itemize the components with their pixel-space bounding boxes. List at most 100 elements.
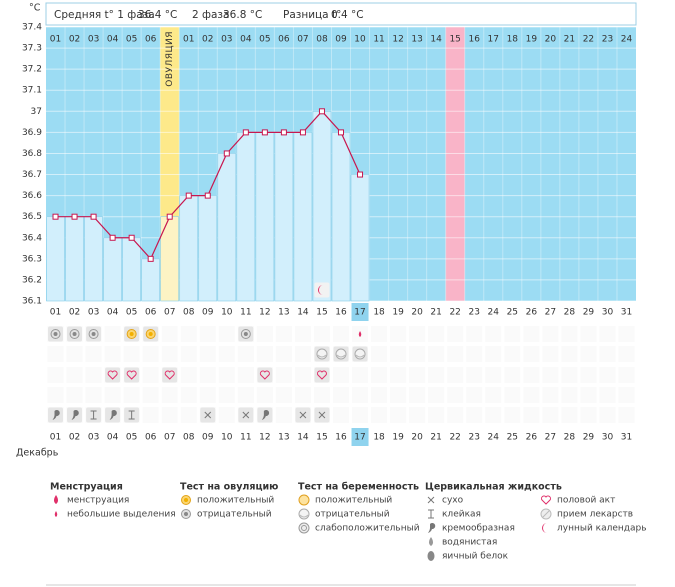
symbol-cell (466, 367, 483, 383)
temperature-point (318, 108, 325, 115)
temperature-bar (331, 132, 351, 302)
date-label: 28 (564, 433, 576, 443)
date-label: 25 (507, 433, 518, 443)
symbol-bg (257, 367, 273, 383)
icon (429, 537, 433, 546)
x-tick-label: 29 (583, 308, 595, 318)
temperature-point (299, 129, 306, 136)
symbol-lunar (314, 282, 330, 298)
icon (298, 522, 310, 534)
symbol-cell (447, 367, 464, 383)
symbol-cervical-dry (200, 407, 216, 423)
symbol-cell (275, 407, 292, 423)
legend-title: Тест на овуляцию (180, 482, 278, 493)
legend-title: Тест на беременность (298, 482, 419, 493)
symbol-cell (199, 346, 216, 362)
symbol-cell (561, 367, 578, 383)
icon (184, 512, 188, 516)
cycle-day-label: 19 (526, 35, 538, 45)
symbol-cell (180, 326, 197, 342)
icon (91, 332, 96, 336)
symbol-cell (618, 407, 635, 423)
symbol-cervical-creamy (67, 407, 83, 423)
cycle-day-label: 13 (411, 35, 422, 45)
symbol-cell (332, 326, 350, 342)
symbol-cell (142, 387, 159, 403)
cycle-day-label: 21 (564, 35, 575, 45)
symbol-cervical-dry (238, 407, 254, 423)
date-label: 14 (297, 433, 309, 443)
icon (317, 285, 323, 295)
symbol-cell (218, 346, 235, 362)
x-tick-label: 30 (602, 308, 614, 318)
symbol-cell (485, 346, 502, 362)
symbol-cell (466, 407, 483, 423)
symbol-cell (161, 346, 178, 362)
cycle-day-label: 22 (583, 35, 594, 45)
symbol-cell (85, 346, 102, 362)
symbol-cell (85, 367, 102, 383)
symbol-ovulation-positive (143, 326, 159, 342)
x-tick-label: 25 (507, 308, 518, 318)
legend-title: Цервикальная жидкость (425, 482, 562, 493)
symbol-bg (105, 367, 121, 383)
cycle-day-label: 24 (621, 35, 633, 45)
x-tick-label: 09 (202, 308, 214, 318)
icon (52, 410, 60, 420)
y-tick-label: 36.8 (22, 149, 42, 159)
temperature-point (71, 213, 78, 220)
legend-item: сухо (442, 496, 464, 506)
x-tick-label: 05 (126, 308, 137, 318)
legend-icon (427, 496, 435, 504)
icon (53, 332, 58, 336)
x-tick-label: 19 (392, 308, 404, 318)
x-tick-label: 28 (564, 308, 576, 318)
date-label: 01 (50, 433, 61, 443)
cycle-day-label: 03 (221, 35, 232, 45)
temperature-point (280, 129, 287, 136)
symbol-cell (485, 387, 502, 403)
symbol-cell (580, 367, 597, 383)
icon (242, 411, 250, 419)
symbol-pregnancy-negative (314, 346, 330, 362)
symbol-cell (371, 326, 388, 342)
symbol-cell (466, 346, 483, 362)
temperature-bar (217, 153, 237, 302)
symbol-cell (313, 387, 330, 403)
x-tick-label: 06 (145, 308, 157, 318)
x-tick-label: 04 (107, 308, 119, 318)
symbol-cell (199, 387, 216, 403)
date-label: 07 (164, 433, 175, 443)
phase1-label: Средняя t° 1 фаза (54, 9, 155, 21)
symbol-cell (542, 326, 559, 342)
symbol-cell (542, 346, 559, 362)
symbol-bg (162, 367, 178, 383)
date-label: 24 (488, 433, 500, 443)
legend-item: половой акт (557, 496, 615, 506)
date-label: 22 (449, 433, 460, 443)
symbol-cell (561, 387, 578, 403)
symbol-intercourse (257, 367, 273, 383)
symbol-cell (618, 326, 635, 342)
symbol-intercourse (105, 367, 121, 383)
icon (54, 495, 58, 504)
temperature-bar (141, 258, 160, 302)
temperature-point (185, 192, 192, 199)
symbol-cell (561, 326, 578, 342)
icon (243, 332, 248, 336)
symbol-cell (256, 326, 273, 342)
temperature-bar (103, 237, 122, 302)
symbol-cervical-sticky (86, 407, 102, 423)
icon (261, 410, 270, 420)
cycle-day-label: 05 (259, 35, 270, 45)
temperature-point (338, 129, 344, 136)
symbol-cell (85, 387, 102, 403)
temperature-point (109, 234, 116, 241)
symbol-cell (371, 407, 388, 423)
x-tick-label: 01 (50, 308, 61, 318)
cycle-day-label: 02 (202, 35, 213, 45)
legend-item: менструация (67, 496, 129, 506)
symbol-cell (47, 387, 64, 403)
x-tick-label: 12 (259, 308, 270, 318)
temperature-point (357, 171, 364, 178)
